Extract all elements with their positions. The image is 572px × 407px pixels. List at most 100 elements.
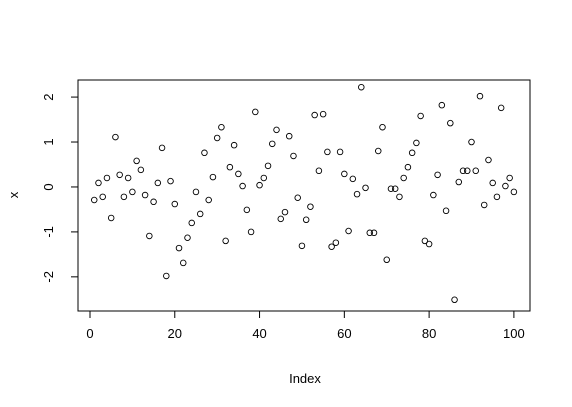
point (264, 162, 272, 170)
point (281, 208, 289, 216)
plot-box (77, 79, 531, 312)
point (421, 237, 429, 245)
point (387, 185, 395, 193)
point (302, 216, 310, 224)
point (311, 111, 318, 119)
point (213, 134, 221, 142)
point (468, 138, 475, 146)
point (328, 243, 335, 250)
point (451, 296, 458, 304)
point (434, 171, 441, 179)
point (99, 193, 106, 201)
point (341, 170, 348, 178)
point (358, 83, 365, 91)
point (112, 133, 119, 141)
point (133, 157, 140, 165)
point (201, 149, 208, 157)
point (167, 177, 174, 185)
point (285, 132, 293, 140)
point (290, 152, 297, 160)
point (171, 200, 179, 208)
point (175, 244, 183, 252)
point (180, 259, 187, 267)
point (146, 232, 153, 240)
point (345, 227, 352, 235)
point (447, 119, 454, 127)
point (476, 92, 484, 100)
point (489, 179, 496, 187)
y-tick-label: 1 (41, 138, 56, 145)
point (150, 198, 157, 206)
point (184, 234, 191, 241)
point (95, 179, 102, 187)
point (485, 156, 492, 164)
y-tick-label: 2 (41, 93, 56, 100)
point (260, 174, 268, 182)
point (141, 191, 149, 199)
point (154, 179, 162, 187)
point (196, 210, 204, 218)
point (120, 193, 128, 201)
point (222, 237, 229, 245)
point (430, 191, 437, 199)
point (497, 104, 505, 112)
point (336, 148, 344, 156)
point (124, 174, 132, 182)
y-tick-label: 0 (41, 183, 56, 190)
y-tick-label: -2 (41, 271, 56, 283)
point (510, 188, 518, 196)
point (230, 141, 238, 149)
point (502, 182, 509, 190)
point (383, 256, 390, 264)
point (226, 163, 234, 171)
point (205, 196, 212, 204)
point (362, 184, 369, 192)
y-axis-label: x (6, 191, 21, 198)
point (294, 194, 301, 201)
point (298, 242, 306, 250)
point (107, 214, 115, 222)
point (353, 190, 361, 198)
point (464, 167, 471, 175)
x-tick-label: 100 (503, 326, 525, 341)
point (90, 196, 98, 204)
point (472, 167, 479, 175)
point (374, 147, 382, 155)
point (188, 219, 195, 227)
point (332, 239, 340, 246)
point (370, 229, 378, 237)
point (455, 178, 463, 186)
x-tick-label: 0 (86, 326, 93, 341)
point (137, 166, 145, 174)
point (438, 101, 446, 109)
point (349, 175, 357, 183)
point (256, 181, 263, 189)
point (116, 171, 123, 179)
x-tick-label: 60 (337, 326, 351, 341)
x-axis-label: Index (289, 371, 321, 386)
point (459, 167, 467, 175)
point (391, 185, 399, 193)
point (252, 108, 259, 116)
point (319, 110, 327, 118)
point (243, 206, 251, 214)
point (192, 188, 200, 196)
point (218, 123, 225, 131)
point (235, 170, 242, 178)
x-tick-label: 20 (168, 326, 182, 341)
point (379, 123, 386, 131)
point (103, 174, 111, 182)
point (209, 173, 217, 181)
point (315, 167, 323, 175)
point (408, 149, 416, 157)
point (247, 228, 255, 236)
point (129, 188, 136, 196)
point (493, 193, 501, 201)
point (158, 144, 166, 152)
point (239, 182, 246, 190)
point (273, 126, 280, 134)
point (442, 207, 450, 215)
y-tick-label: -1 (41, 226, 56, 238)
point (400, 174, 407, 182)
